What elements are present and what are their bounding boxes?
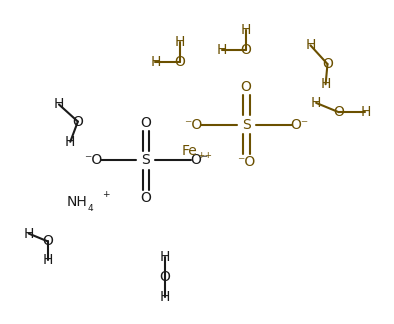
Text: O: O xyxy=(42,234,53,248)
Text: H: H xyxy=(43,253,53,267)
Text: H: H xyxy=(311,96,322,110)
Text: O: O xyxy=(241,80,252,94)
Text: Fe: Fe xyxy=(181,144,197,158)
Text: O: O xyxy=(160,270,170,284)
Text: +: + xyxy=(102,190,110,199)
Text: O: O xyxy=(141,191,151,205)
Text: NH: NH xyxy=(67,195,87,209)
Text: O⁻: O⁻ xyxy=(290,118,308,132)
Text: O: O xyxy=(333,105,344,119)
Text: H: H xyxy=(54,98,64,111)
Text: O: O xyxy=(241,43,252,57)
Text: ⁻O: ⁻O xyxy=(84,154,102,168)
Text: H: H xyxy=(24,226,34,240)
Text: ++: ++ xyxy=(197,151,212,160)
Text: H: H xyxy=(160,290,170,304)
Text: O⁻: O⁻ xyxy=(190,154,208,168)
Text: H: H xyxy=(65,135,76,149)
Text: H: H xyxy=(150,55,161,69)
Text: O: O xyxy=(72,115,83,129)
Text: O: O xyxy=(322,57,333,71)
Text: H: H xyxy=(160,250,170,264)
Text: ⁻O: ⁻O xyxy=(237,155,255,169)
Text: O: O xyxy=(141,116,151,130)
Text: S: S xyxy=(242,118,251,132)
Text: 4: 4 xyxy=(87,204,93,213)
Text: H: H xyxy=(360,105,370,119)
Text: H: H xyxy=(241,23,251,37)
Text: H: H xyxy=(216,43,227,57)
Text: ⁻O: ⁻O xyxy=(184,118,203,132)
Text: H: H xyxy=(305,38,316,52)
Text: H: H xyxy=(175,35,185,49)
Text: O: O xyxy=(175,55,186,69)
Text: S: S xyxy=(141,154,151,168)
Text: H: H xyxy=(320,77,331,91)
